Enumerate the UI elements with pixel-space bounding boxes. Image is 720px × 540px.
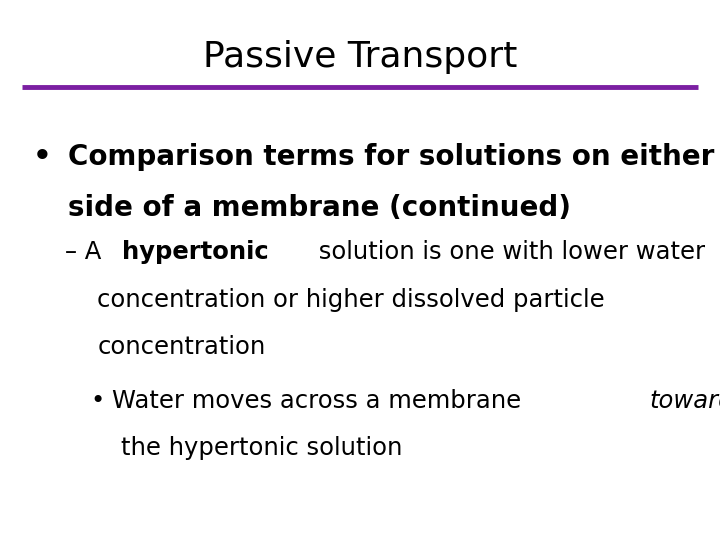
Text: – A: – A — [65, 240, 109, 264]
Text: Water moves across a membrane: Water moves across a membrane — [112, 389, 528, 413]
Text: towards: towards — [649, 389, 720, 413]
Text: hypertonic: hypertonic — [122, 240, 269, 264]
Text: concentration or higher dissolved particle: concentration or higher dissolved partic… — [97, 288, 605, 312]
Text: solution is one with lower water: solution is one with lower water — [311, 240, 705, 264]
Text: side of a membrane (continued): side of a membrane (continued) — [68, 194, 572, 222]
Text: •: • — [32, 143, 51, 171]
Text: the hypertonic solution: the hypertonic solution — [121, 436, 402, 460]
Text: Comparison terms for solutions on either: Comparison terms for solutions on either — [68, 143, 715, 171]
Text: •: • — [90, 389, 104, 413]
Text: Passive Transport: Passive Transport — [203, 40, 517, 75]
Text: concentration: concentration — [97, 335, 266, 359]
